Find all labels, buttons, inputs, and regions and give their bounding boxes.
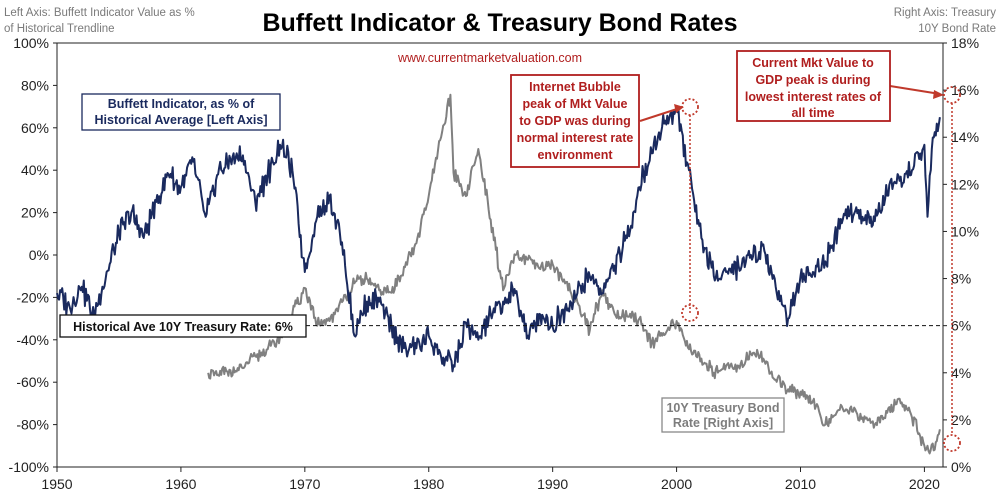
- left-y-tick-label: -60%: [16, 374, 49, 390]
- left-y-tick-label: 0%: [29, 247, 49, 263]
- current-note-box: [736, 50, 891, 122]
- left-axis-caption-line1: Left Axis: Buffett Indicator Value as %: [4, 7, 195, 19]
- left-y-tick-label: 40%: [21, 162, 49, 178]
- left-y-tick-label: 100%: [13, 35, 49, 51]
- buffett-legend-box: [81, 93, 281, 131]
- left-y-tick-label: 80%: [21, 77, 49, 93]
- right-y-tick-label: 0%: [951, 459, 971, 475]
- right-axis-caption-line2: 10Y Bond Rate: [918, 23, 996, 35]
- x-tick-label: 2000: [661, 476, 692, 492]
- left-y-tick-label: -80%: [16, 417, 49, 433]
- current-note-line2: GDP peak is during: [755, 73, 870, 87]
- right-y-tick-label: 4%: [951, 365, 971, 381]
- current-note-line3: lowest interest rates of: [745, 90, 882, 104]
- left-y-tick-label: 60%: [21, 120, 49, 136]
- right-y-tick-label: 2%: [951, 412, 971, 428]
- series-line-buffett-indicator: [56, 109, 941, 373]
- right-y-axis: 18% 16% 14% 12% 10% 8% 6% 4% 2% 0%: [943, 35, 979, 475]
- x-tick-label: 2010: [785, 476, 816, 492]
- right-y-tick-label: 14%: [951, 129, 979, 145]
- source-label: www.currentmarketvaluation.com: [397, 51, 582, 65]
- bubble-note-line5: environment: [537, 148, 613, 162]
- x-tick-label: 1950: [41, 476, 72, 492]
- bubble-arrow-head: [674, 104, 684, 113]
- bubble-peak-marker: [681, 98, 699, 116]
- left-y-axis: 100% 80% 60% 40% 20% 0% -20% -40% -60% -80% -100%: [9, 35, 57, 475]
- left-axis-caption-line2: of Historical Trendline: [4, 23, 115, 35]
- right-y-tick-label: 10%: [951, 223, 979, 239]
- right-axis-caption-line1: Right Axis: Treasury: [894, 7, 997, 19]
- x-tick-label: 1980: [413, 476, 444, 492]
- treasury-legend-line1: 10Y Treasury Bond: [666, 401, 779, 415]
- right-y-tick-label: 6%: [951, 318, 971, 334]
- bubble-note-box: [510, 74, 640, 168]
- historical-average-label-box: [59, 314, 307, 338]
- right-y-tick-label: 16%: [951, 82, 979, 98]
- current-arrow: [889, 85, 941, 95]
- buffett-legend-line1: Buffett Indicator, as % of: [108, 97, 255, 111]
- treasury-legend-line2: Rate [Right Axis]: [673, 416, 773, 430]
- left-y-tick-label: -40%: [16, 332, 49, 348]
- right-y-tick-label: 18%: [951, 35, 979, 51]
- right-y-tick-label: 8%: [951, 271, 971, 287]
- current-note-line1: Current Mkt Value to: [752, 56, 874, 70]
- current-arrow-head: [933, 90, 944, 99]
- bubble-rate-marker: [681, 304, 699, 322]
- x-axis: 1950 1960 1970 1980 1990 2000 2010 2020: [41, 467, 940, 492]
- bubble-note-line1: Internet Bubble: [529, 80, 621, 94]
- buffett-legend-line2: Historical Average [Left Axis]: [95, 113, 268, 127]
- bubble-note-line2: peak of Mkt Value: [523, 97, 628, 111]
- treasury-legend-box: [661, 397, 785, 433]
- x-tick-label: 1990: [537, 476, 568, 492]
- current-note-line4: all time: [791, 106, 834, 120]
- bubble-arrow: [639, 107, 681, 122]
- x-tick-label: 2020: [909, 476, 940, 492]
- bubble-note-line3: to GDP was during: [519, 114, 631, 128]
- chart-title: Buffett Indicator & Treasury Bond Rates: [262, 9, 737, 37]
- left-y-tick-label: -20%: [16, 289, 49, 305]
- x-tick-label: 1970: [289, 476, 320, 492]
- current-rate-marker: [943, 434, 961, 452]
- left-y-tick-label: -100%: [9, 459, 49, 475]
- bubble-note-line4: normal interest rate: [517, 131, 634, 145]
- left-y-tick-label: 20%: [21, 205, 49, 221]
- x-tick-label: 1960: [165, 476, 196, 492]
- historical-average-label: Historical Ave 10Y Treasury Rate: 6%: [73, 320, 293, 334]
- right-y-tick-label: 12%: [951, 176, 979, 192]
